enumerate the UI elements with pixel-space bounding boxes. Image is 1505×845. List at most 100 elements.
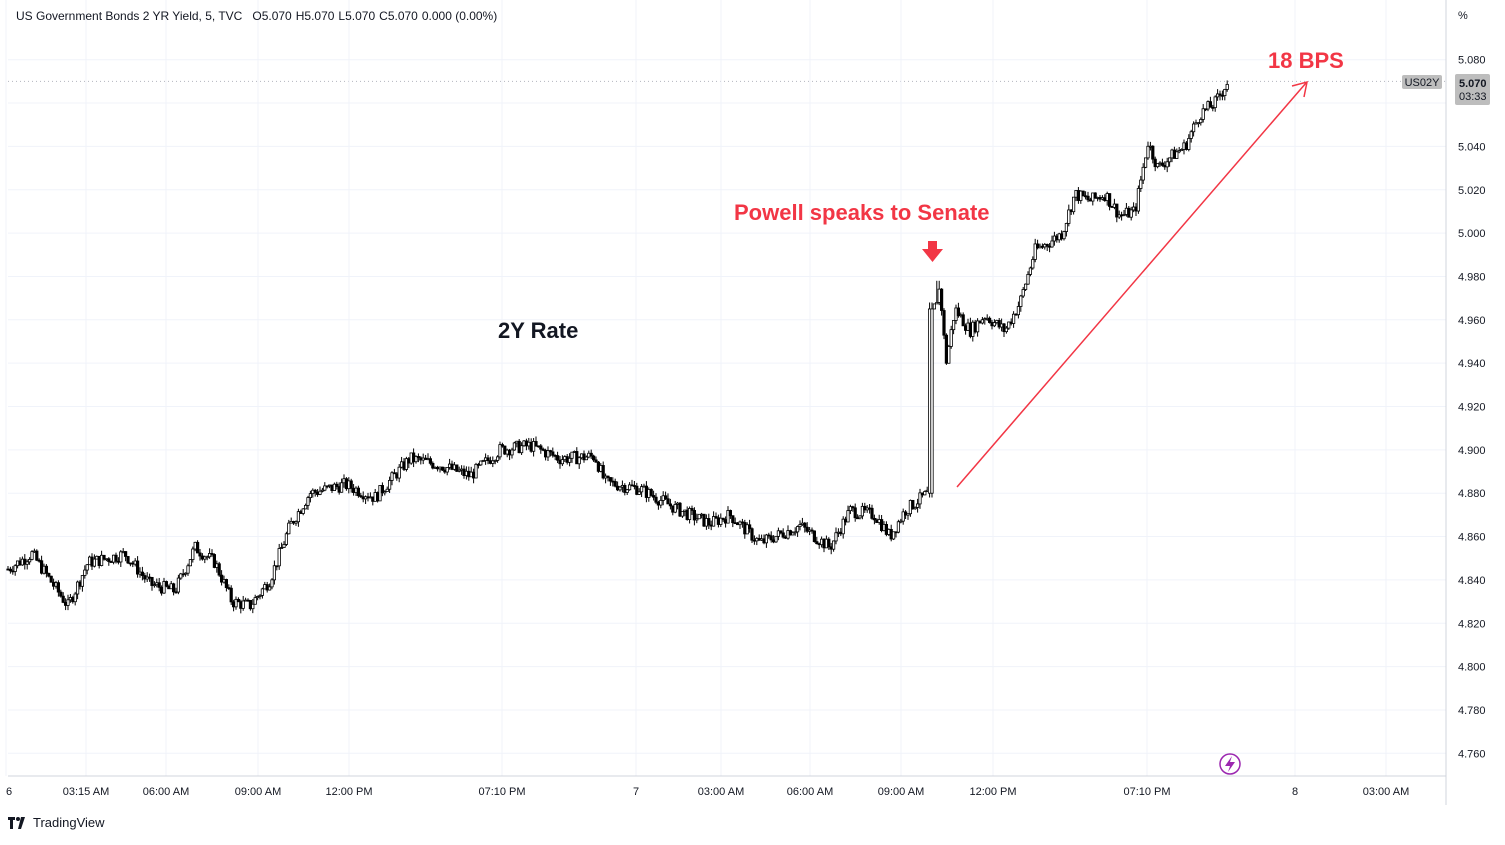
last-price-label: 5.070 — [1459, 78, 1487, 90]
candle — [1199, 117, 1203, 126]
candle — [275, 565, 279, 571]
candle — [1144, 157, 1148, 169]
candle — [781, 528, 785, 539]
time-tick-label: 03:00 AM — [698, 786, 744, 798]
candle — [568, 453, 572, 467]
candle — [637, 488, 641, 496]
open-label: O — [252, 9, 262, 23]
candle — [796, 525, 800, 537]
time-tick-label: 07:10 PM — [1123, 786, 1170, 798]
candle — [493, 459, 497, 465]
candle — [440, 466, 445, 471]
candle — [1223, 88, 1227, 101]
high-value: 5.070 — [304, 9, 335, 23]
candle — [44, 564, 49, 578]
candle — [774, 535, 778, 543]
candle — [1050, 235, 1054, 248]
time-tick-label: 12:00 PM — [969, 786, 1016, 798]
candle — [83, 565, 87, 579]
candle — [858, 515, 862, 520]
candle — [1146, 141, 1150, 160]
last-price-tag: US02Y 5.070 03:33 — [1402, 74, 1490, 105]
candle — [812, 530, 817, 543]
open-value: 5.070 — [261, 9, 292, 23]
candle — [1187, 134, 1191, 152]
candle — [1072, 196, 1076, 215]
candle — [267, 583, 272, 591]
price-tick-label: 5.000 — [1458, 228, 1486, 240]
candle — [258, 594, 262, 600]
candle — [279, 542, 284, 549]
candle — [640, 483, 644, 498]
tradingview-footer[interactable]: TradingView — [8, 815, 105, 830]
candle — [551, 447, 555, 458]
candle — [455, 464, 459, 472]
candle — [59, 589, 63, 598]
candle — [848, 504, 853, 515]
candle — [25, 559, 29, 570]
candle — [474, 462, 478, 479]
candle — [577, 456, 581, 469]
candle — [532, 438, 536, 457]
candle — [510, 447, 514, 459]
candle — [13, 564, 17, 576]
candle — [1093, 192, 1097, 200]
candle — [834, 527, 838, 545]
candle — [860, 502, 865, 520]
candle — [892, 531, 896, 541]
candle — [1177, 146, 1181, 154]
candle — [618, 486, 622, 492]
candle — [282, 541, 286, 548]
candle — [1004, 326, 1009, 334]
lightning-icon[interactable] — [1219, 753, 1241, 775]
candle — [589, 449, 593, 459]
tradingview-logo-icon — [8, 816, 25, 829]
change-value: 0.000 (0.00%) — [421, 9, 498, 23]
candle — [1189, 129, 1193, 143]
candle — [956, 302, 961, 318]
candle — [383, 490, 387, 496]
trend-arrow[interactable] — [956, 80, 1308, 488]
candle — [241, 595, 245, 611]
candle — [140, 566, 144, 581]
candle — [124, 551, 128, 562]
candle — [481, 459, 485, 462]
candle — [899, 518, 903, 524]
candle — [277, 543, 281, 570]
candle — [745, 522, 749, 535]
candle — [827, 537, 831, 550]
candle — [171, 582, 176, 596]
candle — [107, 557, 111, 566]
price-tick-label: 4.840 — [1458, 575, 1486, 587]
candle — [815, 536, 819, 545]
candle — [1036, 239, 1040, 250]
candle — [1153, 156, 1157, 172]
candle — [1108, 193, 1112, 211]
candle — [210, 549, 214, 557]
time-tick-label: 09:00 AM — [878, 786, 924, 798]
candle — [390, 471, 394, 486]
candle — [949, 325, 953, 349]
candle — [731, 515, 735, 528]
candle — [49, 575, 53, 583]
candle — [73, 591, 77, 606]
candle — [56, 580, 61, 597]
candle — [1062, 230, 1066, 241]
candle — [947, 344, 951, 364]
candle — [810, 527, 814, 534]
candle — [270, 578, 274, 590]
candle — [183, 572, 188, 577]
candle — [520, 442, 524, 456]
candle — [479, 460, 483, 467]
candle — [335, 481, 339, 490]
candle — [673, 500, 677, 514]
candle — [414, 455, 418, 464]
candle — [294, 520, 298, 526]
candle — [217, 561, 221, 577]
price-tick-label: 4.940 — [1458, 358, 1486, 370]
candle — [714, 512, 718, 519]
candle — [726, 506, 730, 524]
candle — [176, 574, 180, 595]
